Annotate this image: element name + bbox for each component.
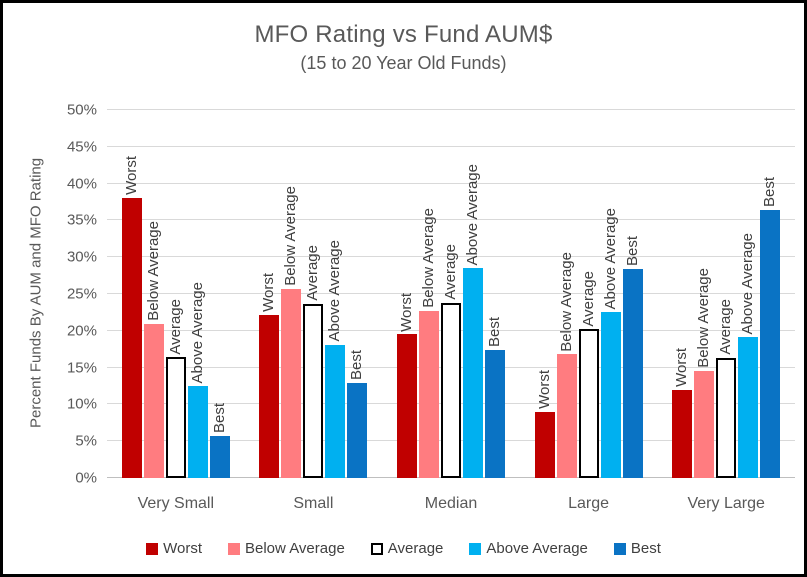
x-category-label-large: Large bbox=[568, 495, 610, 512]
bar-label-best-large: Best bbox=[623, 235, 641, 266]
bar-label-worst-large: Worst bbox=[535, 369, 553, 409]
x-category-label-median: Median bbox=[424, 495, 478, 512]
gridline bbox=[107, 219, 795, 221]
plot-area: Worst Below Average Average Above Average Be… bbox=[107, 109, 795, 478]
bar-above-average-median bbox=[463, 268, 483, 478]
bar-below-average-median bbox=[419, 310, 439, 478]
y-tick-label: 20% bbox=[66, 322, 97, 340]
bar-worst-small bbox=[259, 315, 280, 478]
legend-item-best: Best bbox=[613, 540, 661, 557]
x-category-label-very-small: Very Small bbox=[137, 495, 215, 512]
bar-below-average-small bbox=[281, 288, 302, 478]
bar-average-very-large bbox=[716, 358, 737, 478]
bar-label-worst-very-large: Worst bbox=[673, 347, 691, 387]
bar-above-average-small bbox=[325, 344, 346, 478]
y-tick-label: 35% bbox=[66, 211, 97, 229]
legend: Worst Below Average Average Above Average Be… bbox=[3, 540, 804, 557]
legend-item-worst: Worst bbox=[146, 540, 202, 557]
y-tick-label: 50% bbox=[66, 101, 97, 119]
bar-average-median bbox=[441, 302, 461, 478]
bar-best-very-small bbox=[209, 436, 230, 478]
bar-label-best-median: Best bbox=[486, 316, 503, 347]
y-tick-label: 40% bbox=[66, 175, 97, 193]
bar-label-below-average-small: Below Average bbox=[282, 186, 300, 286]
legend-swatch-average bbox=[370, 542, 383, 555]
bar-label-above-average-very-small: Above Average bbox=[188, 281, 206, 383]
chart-title: MFO Rating vs Fund AUM$ bbox=[254, 21, 553, 48]
y-tick-label: 30% bbox=[66, 248, 97, 266]
legend-label-above-average: Above Average bbox=[486, 540, 588, 557]
bar-best-small bbox=[347, 383, 368, 478]
gridline bbox=[107, 145, 795, 147]
bar-average-small bbox=[303, 303, 324, 478]
x-category-label-very-large: Very Large bbox=[687, 495, 765, 512]
legend-item-above-average: Above Average bbox=[469, 540, 588, 557]
bar-worst-median bbox=[397, 334, 417, 478]
legend-swatch-best bbox=[613, 542, 626, 555]
bar-label-above-average-large: Above Average bbox=[601, 207, 619, 310]
bar-label-above-average-very-large: Above Average bbox=[739, 232, 757, 335]
bar-label-average-very-large: Average bbox=[717, 299, 735, 356]
gridline bbox=[107, 256, 795, 258]
bar-below-average-large bbox=[556, 354, 577, 478]
bar-above-average-large bbox=[600, 312, 621, 478]
bar-below-average-very-small bbox=[143, 324, 164, 478]
legend-swatch-above-average bbox=[469, 542, 482, 555]
bar-label-worst-small: Worst bbox=[260, 273, 278, 313]
bar-label-above-average-small: Above Average bbox=[326, 240, 344, 342]
bar-above-average-very-large bbox=[738, 337, 759, 478]
legend-item-average: Average bbox=[370, 540, 444, 557]
x-category-label-small: Small bbox=[293, 495, 334, 512]
y-tick-label: 25% bbox=[66, 285, 97, 303]
bar-label-average-large: Average bbox=[579, 270, 597, 327]
legend-swatch-worst bbox=[146, 542, 159, 555]
legend-swatch-below-average bbox=[228, 542, 240, 555]
legend-item-below-average: Below Average bbox=[228, 540, 345, 557]
bar-label-average-median: Average bbox=[442, 244, 459, 300]
bar-label-above-average-median: Above Average bbox=[464, 163, 481, 266]
bar-best-large bbox=[622, 268, 643, 478]
bar-best-very-large bbox=[760, 210, 781, 478]
bar-label-below-average-very-small: Below Average bbox=[144, 221, 162, 322]
y-tick-label: 5% bbox=[75, 432, 97, 450]
gridline bbox=[107, 293, 795, 294]
bar-label-worst-median: Worst bbox=[398, 292, 415, 332]
bar-label-below-average-very-large: Below Average bbox=[695, 267, 713, 368]
gridline bbox=[107, 182, 795, 184]
bar-label-average-very-small: Average bbox=[166, 298, 184, 355]
bar-average-very-small bbox=[165, 357, 186, 478]
legend-label-best: Best bbox=[630, 540, 661, 557]
bar-above-average-very-small bbox=[187, 386, 208, 478]
bar-label-average-small: Average bbox=[304, 244, 322, 301]
y-tick-label: 0% bbox=[75, 469, 97, 487]
gridline bbox=[107, 109, 795, 110]
bar-worst-very-large bbox=[672, 389, 693, 478]
y-tick-label: 15% bbox=[66, 359, 97, 377]
y-tick-label: 10% bbox=[66, 395, 97, 413]
legend-label-worst: Worst bbox=[163, 540, 202, 557]
bar-label-below-average-large: Below Average bbox=[557, 251, 575, 352]
y-tick-label: 45% bbox=[66, 138, 97, 156]
bar-below-average-very-large bbox=[694, 370, 715, 478]
chart-subtitle: (15 to 20 Year Old Funds) bbox=[300, 53, 507, 73]
bar-label-below-average-median: Below Average bbox=[420, 208, 437, 308]
bar-label-worst-very-small: Worst bbox=[122, 156, 140, 196]
bar-best-median bbox=[485, 349, 505, 478]
bar-label-best-very-small: Best bbox=[210, 403, 228, 434]
bar-average-large bbox=[578, 329, 599, 478]
bar-worst-large bbox=[534, 411, 555, 478]
legend-label-below-average: Below Average bbox=[245, 540, 345, 557]
bar-label-best-very-large: Best bbox=[761, 177, 779, 208]
legend-label-average: Average bbox=[387, 540, 444, 557]
bar-worst-very-small bbox=[121, 198, 142, 478]
bar-label-best-small: Best bbox=[348, 350, 366, 381]
